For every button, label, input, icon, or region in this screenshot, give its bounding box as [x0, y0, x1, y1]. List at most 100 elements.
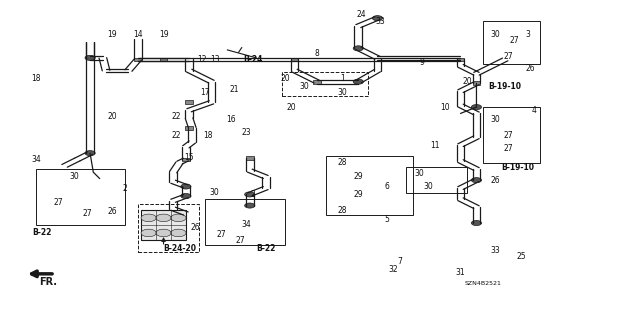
Bar	[134, 57, 142, 61]
Text: 17: 17	[200, 88, 210, 97]
Bar	[138, 204, 198, 252]
Text: 26: 26	[108, 207, 117, 216]
Text: 26: 26	[491, 176, 500, 185]
Text: B-19-10: B-19-10	[489, 82, 522, 91]
Bar	[185, 126, 193, 130]
Text: 11: 11	[430, 141, 440, 150]
Circle shape	[85, 151, 95, 156]
Text: 30: 30	[491, 30, 500, 39]
Text: 18: 18	[31, 74, 40, 83]
Bar	[483, 107, 540, 163]
Text: B-24: B-24	[243, 55, 262, 64]
Text: 20: 20	[108, 112, 117, 121]
Text: B-24-20: B-24-20	[163, 244, 196, 253]
Text: 29: 29	[353, 173, 363, 182]
Text: 27: 27	[504, 144, 513, 153]
Text: 33: 33	[491, 246, 500, 255]
Bar	[326, 156, 413, 215]
Text: B-22: B-22	[33, 228, 52, 237]
Text: 13: 13	[210, 55, 220, 64]
Text: 24: 24	[356, 11, 366, 19]
Text: 27: 27	[236, 236, 245, 245]
Text: 32: 32	[388, 264, 398, 274]
Text: 26: 26	[526, 64, 536, 73]
Text: 27: 27	[216, 230, 226, 239]
Text: 7: 7	[397, 257, 403, 266]
Text: 29: 29	[353, 190, 363, 199]
Text: 25: 25	[516, 252, 526, 261]
Bar	[291, 57, 298, 61]
Text: 4: 4	[531, 106, 536, 115]
Bar	[246, 156, 253, 160]
Text: 28: 28	[338, 206, 347, 215]
Text: 30: 30	[337, 88, 348, 97]
Text: 18: 18	[204, 131, 213, 140]
Bar	[160, 57, 168, 61]
Text: 19: 19	[108, 30, 117, 39]
Text: 27: 27	[504, 131, 513, 140]
Circle shape	[244, 192, 255, 197]
Circle shape	[372, 16, 383, 21]
Text: 21: 21	[229, 85, 239, 94]
Circle shape	[471, 105, 481, 110]
Text: 27: 27	[53, 198, 63, 207]
Circle shape	[156, 214, 171, 222]
Text: 31: 31	[456, 268, 465, 277]
Text: 2: 2	[123, 184, 127, 193]
Text: B-22: B-22	[256, 244, 275, 253]
Bar	[36, 169, 125, 225]
Circle shape	[156, 229, 171, 237]
Text: 10: 10	[440, 103, 449, 112]
Circle shape	[180, 184, 191, 189]
Text: 26: 26	[191, 223, 200, 232]
Text: 2: 2	[251, 190, 255, 199]
Text: 30: 30	[424, 182, 433, 191]
Text: 27: 27	[82, 209, 92, 218]
Circle shape	[471, 178, 481, 183]
Text: 34: 34	[242, 220, 252, 229]
Text: 28: 28	[338, 158, 347, 167]
Text: 30: 30	[69, 173, 79, 182]
Text: 9: 9	[420, 58, 424, 67]
Circle shape	[353, 46, 364, 51]
Text: 20: 20	[280, 74, 290, 83]
Bar	[141, 210, 186, 241]
Text: 8: 8	[314, 48, 319, 58]
Bar	[182, 158, 189, 161]
Circle shape	[141, 214, 156, 222]
Bar	[282, 72, 368, 96]
Bar	[291, 57, 298, 61]
Text: 3: 3	[525, 30, 530, 39]
Text: 14: 14	[133, 30, 143, 39]
Text: 27: 27	[504, 52, 513, 61]
Circle shape	[171, 229, 186, 237]
Text: 5: 5	[385, 215, 390, 224]
Text: 33: 33	[376, 17, 385, 26]
Text: 30: 30	[299, 82, 309, 91]
Bar	[406, 167, 467, 193]
Text: SZN4B2521: SZN4B2521	[465, 281, 501, 286]
Circle shape	[471, 220, 481, 226]
Text: 23: 23	[242, 128, 252, 137]
Text: 6: 6	[385, 182, 390, 191]
Text: 16: 16	[226, 115, 236, 124]
Text: 20: 20	[287, 103, 296, 112]
Text: 30: 30	[414, 169, 424, 178]
Circle shape	[180, 194, 191, 198]
Text: 19: 19	[159, 30, 168, 39]
Text: 27: 27	[510, 36, 520, 45]
Bar	[313, 80, 321, 84]
Text: FR.: FR.	[40, 277, 58, 287]
Text: B-19-10: B-19-10	[502, 163, 534, 172]
Bar	[472, 81, 480, 85]
Circle shape	[141, 229, 156, 237]
Text: 34: 34	[31, 155, 41, 164]
Text: 1: 1	[340, 74, 345, 83]
Bar	[205, 199, 285, 245]
Circle shape	[244, 203, 255, 208]
Text: 20: 20	[462, 77, 472, 86]
Text: 15: 15	[184, 153, 194, 162]
Text: 22: 22	[172, 112, 181, 121]
Bar	[457, 57, 465, 61]
Text: 12: 12	[197, 55, 207, 64]
